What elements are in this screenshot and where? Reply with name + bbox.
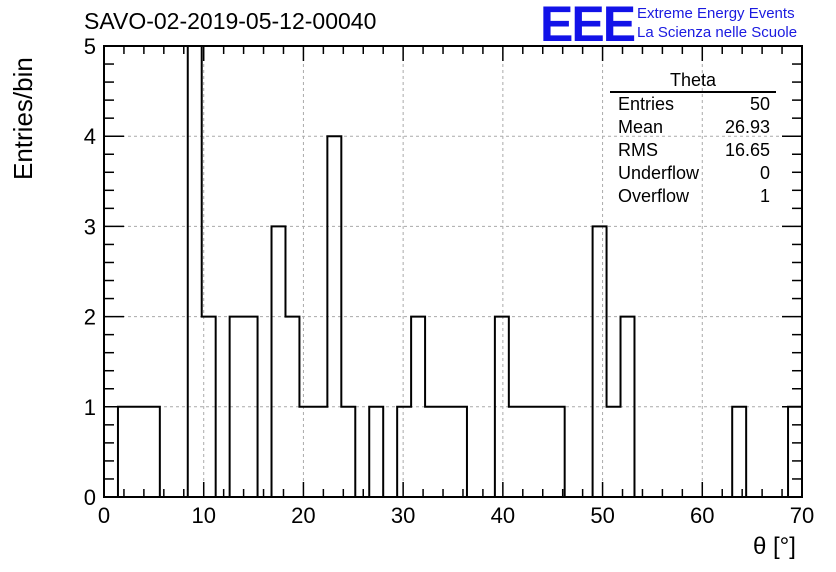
stats-value: 50 [749, 94, 770, 114]
y-axis-label: Entries/bin [8, 57, 38, 180]
histogram-bin [425, 407, 439, 497]
x-axis-label: θ [°] [753, 533, 796, 560]
histogram-bin [313, 407, 327, 497]
eee-logo: EEE [540, 0, 636, 52]
histogram-bin [732, 407, 746, 497]
y-tick-label: 5 [84, 34, 96, 59]
stats-label: Mean [618, 117, 664, 137]
y-tick-label: 4 [84, 124, 96, 149]
histogram-bin [537, 407, 551, 497]
histogram-bin [788, 407, 802, 497]
x-tick-label: 50 [590, 503, 614, 528]
histogram-bin [146, 407, 160, 497]
histogram-bin [551, 407, 565, 497]
plot-frame [103, 45, 803, 498]
logo-caption: Extreme Energy Events La Scienza nelle S… [637, 4, 797, 42]
histogram-bin [593, 226, 607, 497]
y-tick-label: 1 [84, 395, 96, 420]
stats-label: Overflow [618, 186, 690, 206]
stats-label: Underflow [618, 163, 700, 183]
stats-row-rms: RMS 16.65 [610, 139, 776, 162]
histogram-bin [118, 407, 132, 497]
x-tick-label: 60 [690, 503, 714, 528]
histogram-bin [453, 407, 467, 497]
chart-title: SAVO-02-2019-05-12-00040 [84, 8, 377, 34]
histogram-bin [607, 407, 621, 497]
histogram-bin [523, 407, 537, 497]
stats-row-overflow: Overflow 1 [610, 185, 776, 208]
y-tick-label: 3 [84, 214, 96, 239]
logo-line-1: Extreme Energy Events [637, 5, 795, 22]
stats-value: 0 [759, 163, 770, 183]
y-tick-label: 0 [84, 485, 96, 510]
histogram-bin [397, 407, 411, 497]
stats-row-underflow: Underflow 0 [610, 162, 776, 185]
histogram-bin [439, 407, 453, 497]
x-tick-label: 10 [191, 503, 215, 528]
histogram-bin [369, 407, 383, 497]
y-tick-label: 2 [84, 305, 96, 330]
stats-value: 16.65 [724, 140, 770, 160]
stats-row-mean: Mean 26.93 [610, 116, 776, 139]
stats-label: Entries [618, 94, 675, 114]
histogram-bin [132, 407, 146, 497]
stats-label: RMS [618, 140, 658, 160]
x-tick-label: 70 [790, 503, 814, 528]
histogram-bin [272, 226, 286, 497]
x-tick-label: 40 [491, 503, 515, 528]
histogram-bin [341, 407, 355, 497]
histogram-bin [299, 407, 313, 497]
histogram-bin [188, 46, 202, 497]
x-tick-label: 0 [98, 503, 110, 528]
stats-value: 1 [759, 186, 770, 206]
x-tick-label: 20 [291, 503, 315, 528]
histogram-bin [509, 407, 523, 497]
stats-value: 26.93 [724, 117, 770, 137]
stats-box: Theta Entries 50 Mean 26.93 RMS 16.65 Un… [610, 70, 776, 208]
stats-row-entries: Entries 50 [610, 93, 776, 116]
axis-ticks [103, 45, 803, 498]
stats-title: Theta [610, 70, 776, 93]
x-tick-label: 30 [391, 503, 415, 528]
logo-line-2: La Scienza nelle Scuole [637, 24, 798, 41]
